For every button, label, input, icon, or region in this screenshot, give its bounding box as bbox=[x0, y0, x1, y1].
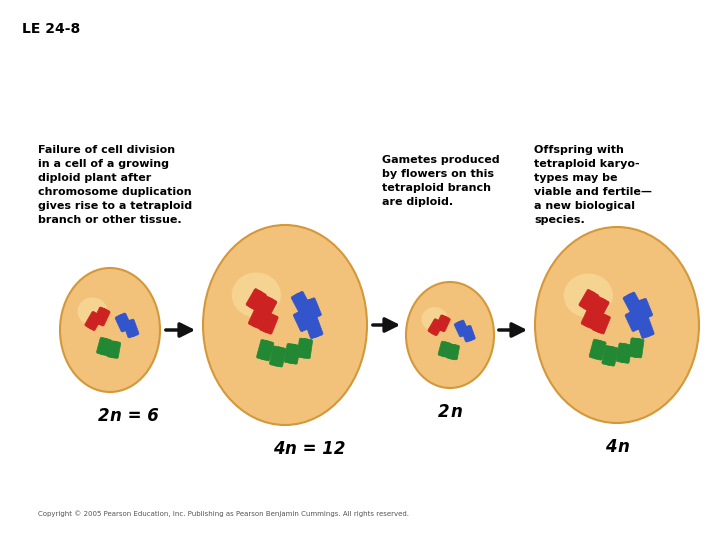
FancyBboxPatch shape bbox=[592, 313, 607, 333]
FancyBboxPatch shape bbox=[616, 343, 628, 363]
FancyBboxPatch shape bbox=[636, 318, 650, 339]
FancyBboxPatch shape bbox=[454, 321, 467, 337]
FancyBboxPatch shape bbox=[606, 346, 618, 366]
FancyBboxPatch shape bbox=[126, 319, 139, 337]
FancyBboxPatch shape bbox=[593, 298, 609, 319]
Text: LE 24-8: LE 24-8 bbox=[22, 22, 80, 36]
FancyBboxPatch shape bbox=[640, 317, 654, 337]
FancyBboxPatch shape bbox=[293, 311, 309, 332]
FancyBboxPatch shape bbox=[629, 338, 640, 357]
Ellipse shape bbox=[564, 274, 613, 318]
FancyBboxPatch shape bbox=[250, 291, 266, 311]
FancyBboxPatch shape bbox=[625, 312, 641, 332]
FancyBboxPatch shape bbox=[447, 344, 456, 359]
FancyBboxPatch shape bbox=[308, 317, 323, 338]
FancyBboxPatch shape bbox=[269, 346, 282, 366]
FancyBboxPatch shape bbox=[638, 299, 652, 319]
FancyBboxPatch shape bbox=[284, 343, 296, 363]
FancyBboxPatch shape bbox=[100, 338, 112, 356]
FancyBboxPatch shape bbox=[431, 320, 444, 336]
FancyBboxPatch shape bbox=[634, 300, 649, 320]
FancyBboxPatch shape bbox=[436, 315, 448, 330]
Ellipse shape bbox=[535, 227, 699, 423]
FancyBboxPatch shape bbox=[629, 310, 644, 330]
FancyBboxPatch shape bbox=[264, 314, 278, 334]
FancyBboxPatch shape bbox=[301, 339, 312, 359]
Text: n = 12: n = 12 bbox=[285, 440, 346, 458]
FancyBboxPatch shape bbox=[623, 294, 639, 314]
Ellipse shape bbox=[232, 273, 281, 318]
Text: n: n bbox=[617, 438, 629, 456]
FancyBboxPatch shape bbox=[297, 338, 309, 358]
FancyBboxPatch shape bbox=[633, 339, 644, 358]
Text: Failure of cell division
in a cell of a growing
diploid plant after
chromosome d: Failure of cell division in a cell of a … bbox=[38, 145, 192, 225]
FancyBboxPatch shape bbox=[123, 320, 136, 338]
FancyBboxPatch shape bbox=[428, 319, 441, 334]
FancyBboxPatch shape bbox=[294, 292, 311, 312]
FancyBboxPatch shape bbox=[96, 308, 110, 326]
FancyBboxPatch shape bbox=[297, 309, 312, 330]
FancyBboxPatch shape bbox=[438, 341, 449, 357]
FancyBboxPatch shape bbox=[464, 326, 475, 341]
FancyBboxPatch shape bbox=[252, 308, 268, 329]
Ellipse shape bbox=[406, 282, 494, 388]
FancyBboxPatch shape bbox=[261, 298, 277, 318]
FancyBboxPatch shape bbox=[602, 346, 614, 365]
FancyBboxPatch shape bbox=[94, 307, 107, 325]
FancyBboxPatch shape bbox=[581, 307, 596, 327]
Text: Copyright © 2005 Pearson Education, Inc. Publishing as Pearson Benjamin Cummings: Copyright © 2005 Pearson Education, Inc.… bbox=[38, 510, 409, 517]
FancyBboxPatch shape bbox=[620, 343, 632, 363]
FancyBboxPatch shape bbox=[461, 326, 472, 342]
FancyBboxPatch shape bbox=[257, 296, 274, 316]
Ellipse shape bbox=[421, 307, 448, 331]
FancyBboxPatch shape bbox=[107, 341, 117, 358]
FancyBboxPatch shape bbox=[582, 292, 599, 312]
FancyBboxPatch shape bbox=[85, 312, 99, 329]
FancyBboxPatch shape bbox=[579, 289, 595, 309]
FancyBboxPatch shape bbox=[438, 316, 450, 332]
FancyBboxPatch shape bbox=[593, 340, 606, 360]
FancyBboxPatch shape bbox=[110, 341, 121, 359]
FancyBboxPatch shape bbox=[307, 298, 321, 318]
FancyBboxPatch shape bbox=[595, 314, 611, 334]
FancyBboxPatch shape bbox=[256, 340, 270, 360]
Text: n = 6: n = 6 bbox=[110, 407, 159, 425]
Text: 2: 2 bbox=[438, 403, 450, 421]
FancyBboxPatch shape bbox=[305, 318, 319, 339]
FancyBboxPatch shape bbox=[246, 288, 263, 309]
FancyBboxPatch shape bbox=[261, 341, 274, 361]
FancyBboxPatch shape bbox=[259, 312, 274, 333]
Ellipse shape bbox=[78, 298, 107, 325]
Text: 2: 2 bbox=[99, 407, 110, 425]
FancyBboxPatch shape bbox=[626, 292, 642, 312]
FancyBboxPatch shape bbox=[96, 338, 108, 355]
FancyBboxPatch shape bbox=[302, 299, 318, 320]
FancyBboxPatch shape bbox=[248, 307, 264, 327]
FancyBboxPatch shape bbox=[450, 345, 459, 360]
Text: 4: 4 bbox=[606, 438, 617, 456]
Text: Gametes produced
by flowers on this
tetraploid branch
are diploid.: Gametes produced by flowers on this tetr… bbox=[382, 155, 500, 207]
FancyBboxPatch shape bbox=[441, 342, 451, 357]
FancyBboxPatch shape bbox=[88, 313, 102, 330]
Text: Offspring with
tetraploid karyo-
types may be
viable and fertile—
a new biologic: Offspring with tetraploid karyo- types m… bbox=[534, 145, 652, 225]
Text: 4: 4 bbox=[274, 440, 285, 458]
FancyBboxPatch shape bbox=[457, 320, 469, 336]
Text: n: n bbox=[450, 403, 462, 421]
FancyBboxPatch shape bbox=[585, 309, 600, 329]
FancyBboxPatch shape bbox=[118, 313, 132, 330]
Ellipse shape bbox=[203, 225, 367, 425]
FancyBboxPatch shape bbox=[292, 293, 307, 314]
Ellipse shape bbox=[60, 268, 160, 392]
FancyBboxPatch shape bbox=[288, 344, 300, 364]
FancyBboxPatch shape bbox=[115, 314, 129, 332]
FancyBboxPatch shape bbox=[590, 296, 606, 316]
FancyBboxPatch shape bbox=[589, 339, 603, 359]
FancyBboxPatch shape bbox=[274, 347, 286, 367]
